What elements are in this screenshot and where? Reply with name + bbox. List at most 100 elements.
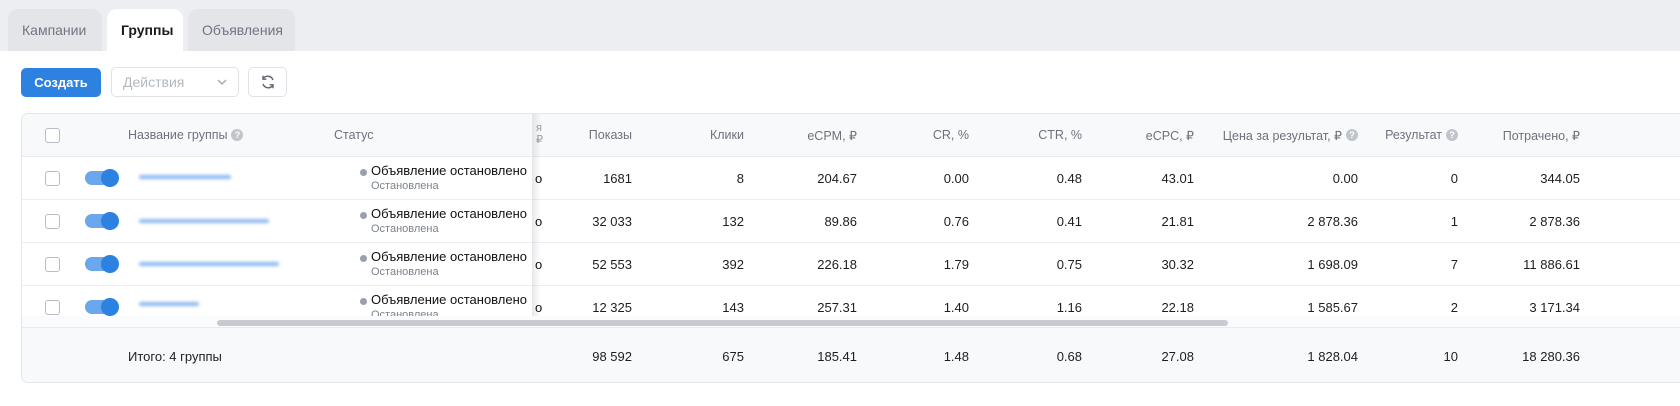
toggle-knob: [101, 255, 119, 273]
total-label: Итого: 4 группы: [128, 348, 222, 364]
header-ecpm[interactable]: eCPM, ₽: [807, 128, 857, 143]
cell-ecpm: 204.67: [817, 170, 857, 186]
total-spent: 18 280.36: [1522, 348, 1580, 364]
group-name-link[interactable]: [139, 219, 269, 223]
table-row[interactable]: Объявление остановлено Остановлена о 32 …: [22, 200, 1680, 243]
cell-spent: 11 886.61: [1523, 256, 1580, 272]
row-toggle[interactable]: [85, 212, 119, 230]
cell-ctr: 0.75: [1056, 256, 1082, 272]
cell-cost-per-result: 1 585.67: [1307, 300, 1358, 315]
status-subtext: Остановлена: [371, 180, 439, 192]
fixed-column-shadow: [533, 114, 541, 329]
cell-clicks: 8: [736, 170, 744, 186]
cell-cost-per-result: 2 878.36: [1307, 213, 1358, 229]
cell-ecpc: 22.18: [1161, 300, 1194, 315]
group-name-link[interactable]: [139, 262, 279, 266]
header-spent[interactable]: Потрачено, ₽: [1502, 128, 1580, 143]
status-text: Объявление остановлено: [371, 249, 528, 264]
cell-cr: 0.76: [943, 213, 969, 229]
help-icon[interactable]: ?: [1446, 129, 1458, 141]
total-ecpm: 185.41: [817, 348, 857, 364]
cell-ctr: 1.16: [1056, 300, 1082, 315]
cell-clicks: 132: [722, 213, 744, 229]
header-status[interactable]: Статус: [334, 128, 374, 142]
actions-select-placeholder: Действия: [123, 74, 185, 90]
row-checkbox[interactable]: [45, 257, 60, 272]
header-name[interactable]: Название группы?: [128, 114, 244, 156]
scrollbar-thumb[interactable]: [217, 320, 1228, 326]
total-clicks: 675: [722, 348, 744, 364]
total-result: 10: [1443, 348, 1458, 364]
groups-table: Название группы? Статус я ₽ Показы Клики…: [21, 113, 1680, 383]
header-cost-per-result-label: Цена за результат, ₽: [1222, 128, 1342, 143]
tab-groups[interactable]: Группы: [107, 9, 183, 51]
header-ecpc[interactable]: eCPC, ₽: [1145, 128, 1194, 143]
cell-impressions: 32 033: [592, 213, 632, 229]
create-button[interactable]: Создать: [21, 68, 101, 97]
help-icon[interactable]: ?: [231, 129, 244, 141]
status-dot-icon: [360, 212, 367, 219]
select-all-checkbox[interactable]: [45, 128, 60, 143]
tab-campaigns[interactable]: Кампании: [8, 9, 102, 51]
row-checkbox[interactable]: [45, 300, 60, 315]
cell-peek: о: [535, 286, 542, 329]
fixed-column-divider: [532, 114, 533, 329]
total-cost-per-result: 1 828.04: [1307, 348, 1358, 364]
cell-cost-per-result: 1 698.09: [1307, 256, 1358, 272]
tab-ads[interactable]: Объявления: [188, 9, 295, 51]
toggle-knob: [101, 298, 119, 316]
header-impressions[interactable]: Показы: [588, 128, 632, 142]
refresh-button[interactable]: [248, 67, 287, 97]
cell-ecpm: 89.86: [824, 213, 857, 229]
table-header: Название группы? Статус я ₽ Показы Клики…: [22, 114, 1680, 157]
cell-ecpc: 43.01: [1161, 170, 1194, 186]
cell-ecpm: 257.31: [817, 300, 857, 315]
cell-peek: о: [535, 243, 542, 285]
header-result[interactable]: Результат?: [1362, 114, 1458, 156]
cell-ctr: 0.48: [1056, 170, 1082, 186]
main-panel: Создать Действия Название группы? Статус…: [0, 51, 1680, 406]
header-name-label: Название группы: [128, 128, 228, 142]
header-clicks[interactable]: Клики: [709, 128, 744, 142]
cell-cost-per-result: 0.00: [1332, 170, 1358, 186]
status-dot-icon: [360, 169, 367, 176]
table-row[interactable]: Объявление остановлено Остановлена о 168…: [22, 157, 1680, 200]
header-cost-per-result[interactable]: Цена за результат, ₽?: [1202, 114, 1358, 156]
header-ctr[interactable]: CTR, %: [1038, 128, 1082, 142]
cell-cr: 0.00: [943, 170, 969, 186]
total-cr: 1.48: [943, 348, 969, 364]
group-name-link[interactable]: [139, 175, 231, 179]
status-subtext: Остановлена: [371, 266, 439, 278]
refresh-icon: [261, 75, 274, 89]
table-row[interactable]: Объявление остановлено Остановлена о 52 …: [22, 243, 1680, 286]
status-subtext: Остановлена: [371, 223, 439, 235]
status-text: Объявление остановлено: [371, 206, 528, 221]
cell-clicks: 143: [722, 300, 744, 315]
help-icon[interactable]: ?: [1346, 129, 1358, 141]
horizontal-scrollbar[interactable]: [22, 316, 1680, 328]
group-name-link[interactable]: [139, 302, 199, 306]
cell-result: 1: [1450, 213, 1458, 229]
row-checkbox[interactable]: [45, 171, 60, 186]
cell-result: 2: [1450, 300, 1458, 315]
total-ecpc: 27.08: [1161, 348, 1194, 364]
cell-ecpm: 226.18: [817, 256, 857, 272]
cell-impressions: 52 553: [592, 256, 632, 272]
actions-select[interactable]: Действия: [111, 67, 239, 97]
cell-spent: 344.05: [1540, 170, 1580, 186]
toggle-knob: [101, 212, 119, 230]
row-toggle[interactable]: [85, 255, 119, 273]
cell-result: 7: [1450, 256, 1458, 272]
cell-peek: о: [535, 200, 542, 242]
toggle-knob: [101, 169, 119, 187]
header-cr[interactable]: CR, %: [932, 128, 969, 142]
cell-ctr: 0.41: [1056, 213, 1082, 229]
row-toggle[interactable]: [85, 169, 119, 187]
row-toggle[interactable]: [85, 298, 119, 316]
row-checkbox[interactable]: [45, 214, 60, 229]
table-row[interactable]: Объявление остановлено Остановлена о 12 …: [22, 286, 1680, 329]
cell-impressions: 1681: [603, 170, 632, 186]
total-ctr: 0.68: [1056, 348, 1082, 364]
status-text: Объявление остановлено: [371, 292, 528, 307]
cell-ecpc: 30.32: [1161, 256, 1194, 272]
